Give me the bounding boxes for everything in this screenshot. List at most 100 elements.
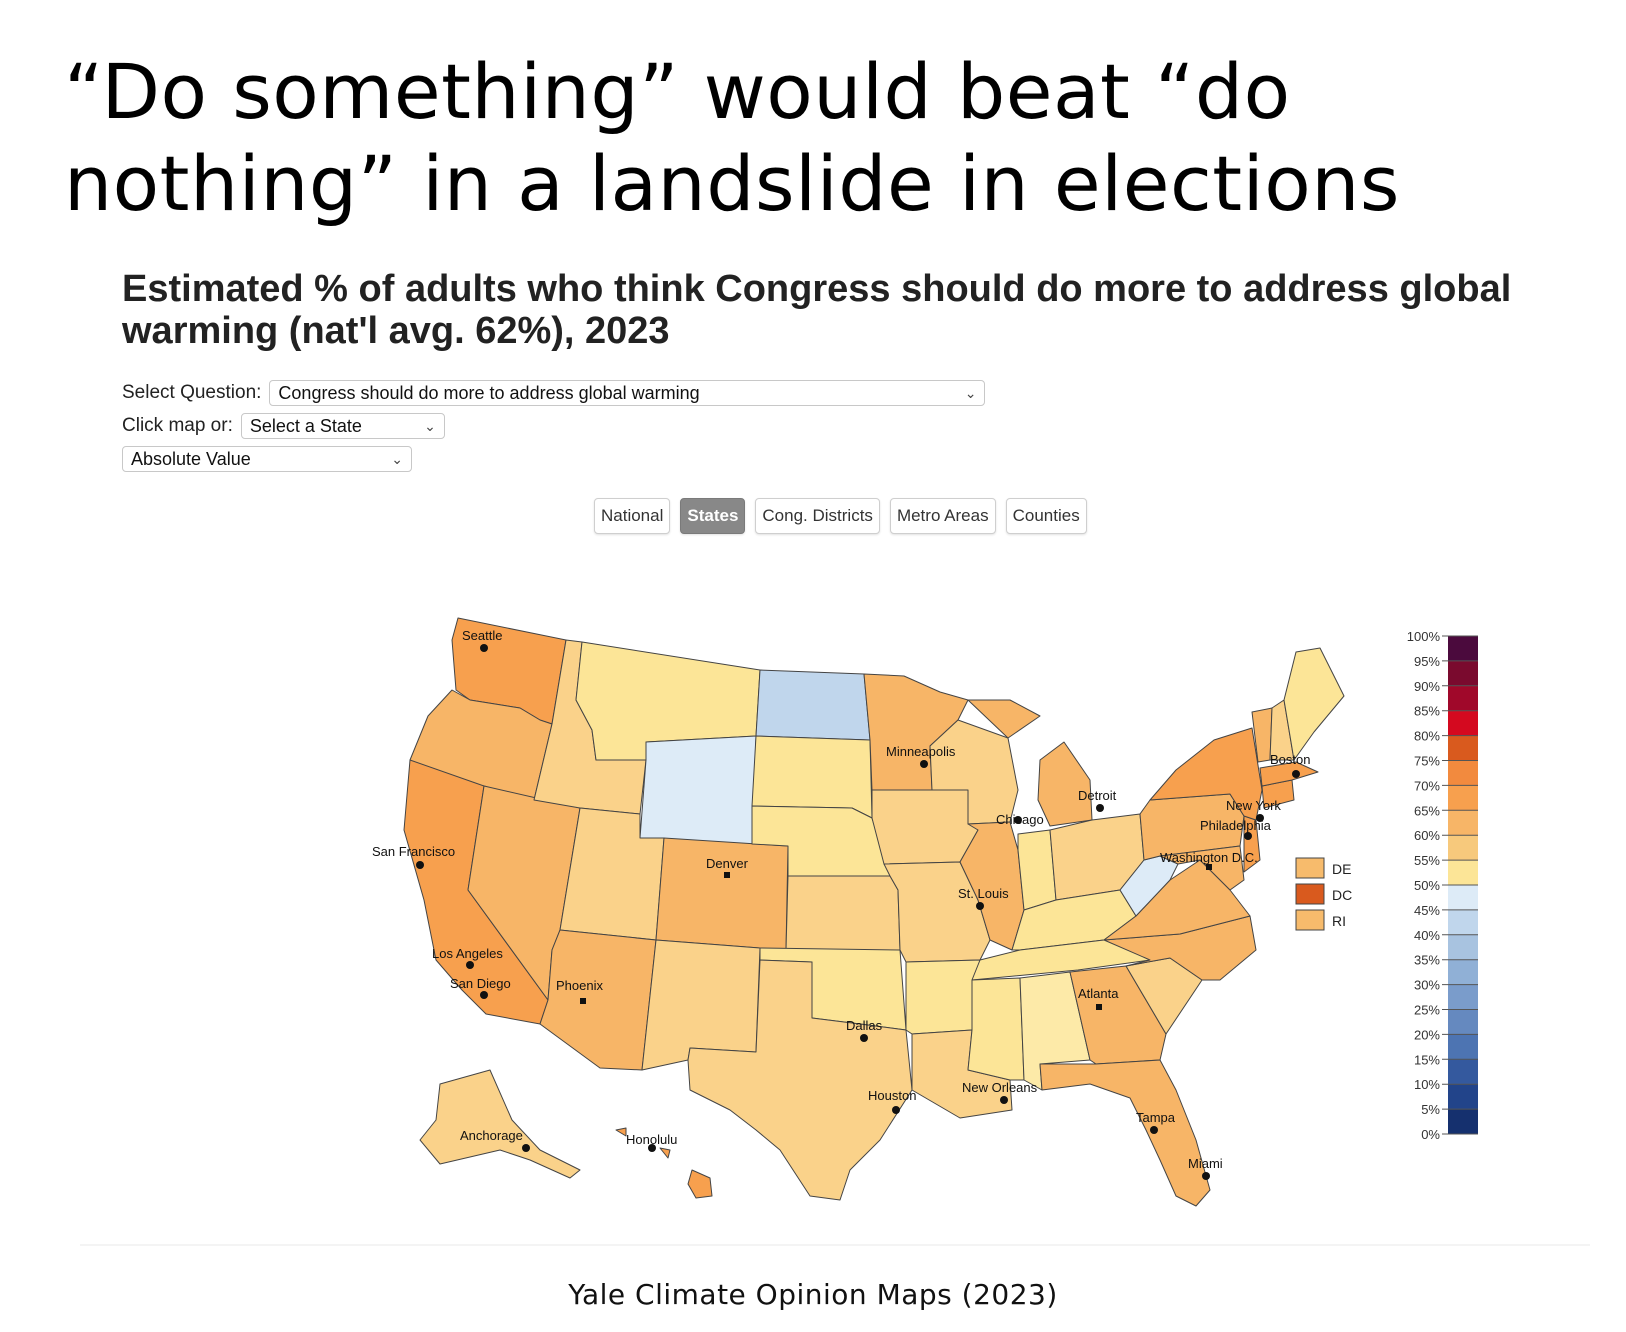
city-label-washington: Washington D.C.	[1160, 850, 1258, 865]
small-state-swatch-ri[interactable]	[1295, 909, 1325, 931]
color-scale-band	[1448, 636, 1478, 662]
city-label-boston: Boston	[1270, 752, 1310, 767]
state-nd[interactable]	[755, 669, 871, 741]
color-scale-band	[1448, 1009, 1478, 1035]
color-scale-tick-label: 35%	[1414, 953, 1440, 968]
state-co[interactable]	[655, 837, 789, 951]
color-scale-band	[1448, 710, 1478, 737]
state-me[interactable]	[1283, 647, 1345, 761]
state-il[interactable]	[959, 821, 1025, 951]
chevron-down-icon: ⌄	[964, 384, 977, 401]
click-map-label: Click map or:	[122, 415, 233, 436]
city-label-new-orleans: New Orleans	[962, 1080, 1038, 1095]
small-state-label-dc: DC	[1332, 887, 1352, 903]
city-label-san-diego: San Diego	[450, 976, 511, 991]
color-scale-tick-label: 90%	[1414, 679, 1440, 694]
city-label-new-york: New York	[1226, 798, 1281, 813]
state-az[interactable]	[539, 929, 657, 1071]
state-in[interactable]	[1017, 829, 1057, 911]
color-scale-tick-label: 100%	[1407, 629, 1441, 644]
map-area: Seattle San Francisco Los Angeles San Di…	[0, 600, 1626, 1240]
color-scale-tick-label: 30%	[1414, 978, 1440, 993]
state-ia[interactable]	[871, 789, 979, 865]
color-scale-tick-label: 80%	[1414, 729, 1440, 744]
color-scale-band	[1448, 1034, 1478, 1060]
state-fl[interactable]	[1039, 1059, 1211, 1207]
color-scale-band	[1448, 909, 1478, 936]
color-scale-band	[1448, 785, 1478, 811]
city-label-dallas: Dallas	[846, 1018, 883, 1033]
city-label-atlanta: Atlanta	[1078, 986, 1119, 1001]
state-wy[interactable]	[639, 735, 757, 845]
state-ma[interactable]	[1259, 761, 1319, 787]
state-sd[interactable]	[751, 735, 873, 819]
color-scale-band	[1448, 835, 1478, 861]
city-label-phoenix: Phoenix	[556, 978, 603, 993]
tab-national[interactable]: National	[594, 498, 671, 534]
mode-control: Absolute Value ⌄	[122, 446, 412, 472]
question-select[interactable]: Congress should do more to address globa…	[269, 380, 986, 406]
state-ks[interactable]	[785, 875, 901, 951]
city-label-honolulu: Honolulu	[626, 1132, 677, 1147]
state-tx[interactable]	[687, 959, 913, 1201]
state-va[interactable]	[1103, 859, 1251, 941]
color-scale-tick-label: 95%	[1414, 654, 1440, 669]
color-scale-tick-label: 25%	[1414, 1003, 1440, 1018]
color-scale-band	[1448, 1059, 1478, 1085]
headline: “Do something” would beat “do nothing” i…	[64, 46, 1604, 230]
color-scale-tick-label: 60%	[1414, 828, 1440, 843]
color-scale-tick-label: 70%	[1414, 778, 1440, 793]
state-ak[interactable]	[419, 1069, 581, 1179]
tab-metro-areas[interactable]: Metro Areas	[889, 498, 996, 534]
color-scale-tick-label: 0%	[1421, 1127, 1440, 1142]
state-ar[interactable]	[905, 959, 981, 1035]
color-scale-band	[1448, 735, 1478, 761]
tab-cong-districts[interactable]: Cong. Districts	[755, 498, 880, 534]
state-select[interactable]: Select a State ⌄	[240, 413, 445, 439]
color-scale-band	[1448, 685, 1478, 712]
state-control: Click map or: Select a State ⌄	[122, 413, 445, 439]
state-select-value: Select a State	[249, 415, 362, 436]
city-label-seattle: Seattle	[462, 628, 502, 643]
small-state-label-ri: RI	[1332, 913, 1346, 929]
city-label-philadelphia: Philadelphia	[1200, 818, 1272, 833]
color-scale-band	[1448, 660, 1478, 687]
us-map: Seattle San Francisco Los Angeles San Di…	[372, 617, 1478, 1207]
source-caption: Yale Climate Opinion Maps (2023)	[568, 1278, 1058, 1311]
city-label-anchorage: Anchorage	[460, 1128, 523, 1143]
tab-states[interactable]: States	[680, 498, 746, 534]
small-state-swatch-dc[interactable]	[1295, 883, 1325, 905]
color-scale-band	[1448, 760, 1478, 786]
color-scale-tick-label: 40%	[1414, 928, 1440, 943]
color-scale-tick-label: 15%	[1414, 1052, 1440, 1067]
mode-select[interactable]: Absolute Value ⌄	[122, 446, 412, 472]
color-scale-tick-label: 55%	[1414, 853, 1440, 868]
headline-line-1: “Do something” would beat “do	[64, 47, 1291, 136]
color-scale-band	[1448, 1084, 1478, 1110]
question-label: Select Question:	[122, 382, 262, 403]
color-scale-tick-label: 75%	[1414, 754, 1440, 769]
city-label-minneapolis: Minneapolis	[886, 744, 956, 759]
state-md[interactable]	[1159, 845, 1245, 891]
color-scale-tick-label: 50%	[1414, 878, 1440, 893]
color-scale-band	[1448, 885, 1478, 911]
city-label-tampa: Tampa	[1136, 1110, 1176, 1125]
map-title-line-2: warming (nat'l avg. 62%), 2023	[122, 310, 670, 352]
tab-counties[interactable]: Counties	[1005, 498, 1087, 534]
question-control: Select Question: Congress should do more…	[122, 380, 986, 406]
geography-tabs: National States Cong. Districts Metro Ar…	[594, 498, 1087, 534]
city-label-detroit: Detroit	[1078, 788, 1117, 803]
color-scale-tick-label: 5%	[1421, 1102, 1440, 1117]
divider	[80, 1244, 1590, 1246]
city-label-st-louis: St. Louis	[958, 886, 1009, 901]
state-hi[interactable]	[615, 1127, 713, 1199]
city-label-chicago: Chicago	[996, 812, 1044, 827]
small-state-swatch-de[interactable]	[1295, 857, 1325, 879]
map-title-line-1: Estimated % of adults who think Congress…	[122, 268, 1512, 310]
state-ms[interactable]	[967, 977, 1025, 1081]
city-label-denver: Denver	[706, 856, 749, 871]
color-scale-band	[1448, 934, 1478, 961]
color-scale-tick-label: 65%	[1414, 803, 1440, 818]
chevron-down-icon: ⌄	[424, 417, 436, 434]
city-label-los-angeles: Los Angeles	[432, 946, 503, 961]
